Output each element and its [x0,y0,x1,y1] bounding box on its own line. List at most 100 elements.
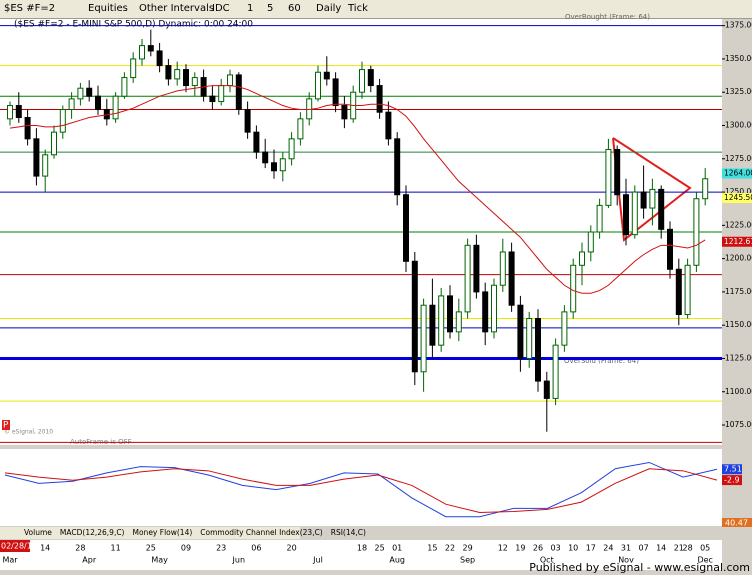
y-tick-label: 1225.00 [725,220,752,229]
x-month-label: Oct [540,556,554,565]
candle-body [499,251,506,286]
x-day-label: 14 [656,544,666,553]
candle-body [561,311,568,346]
x-day-label: 25 [146,544,156,553]
intervals[interactable]: Other Intervals [139,3,215,14]
candle-body [675,268,682,316]
candle-body [693,198,700,266]
y-tick-label: 1350.00 [725,54,752,63]
candle-body [68,98,75,111]
x-day-label: 25 [375,544,385,553]
interval-1[interactable]: 1 [247,3,254,14]
candle-body [253,131,260,153]
price-tag [722,193,752,204]
candle-body [165,65,172,80]
candle-body [15,105,22,119]
macd-axis [722,449,752,526]
x-day-label: 21 [674,544,684,553]
price-tag-label: 1245.50 [724,193,752,202]
candle-body [315,71,321,100]
x-day-label: 07 [639,544,649,553]
candle-body [33,138,40,177]
chart-title: ($ES #F=2 - E-MINI S&P 500,D) Dynamic: 0… [14,20,253,30]
candle-body [455,311,462,333]
candle-body [156,50,163,67]
indicator-tab[interactable]: Commodity Channel Index(23,C) [200,528,323,537]
price-tag-label: 1212.67 [724,237,752,246]
candle-body [271,162,277,172]
candle-body [517,304,524,359]
x-month-label: May [151,556,168,565]
candle-body [570,264,577,313]
indicator-tab[interactable]: MACD(12,26,9,C) [60,528,125,537]
x-day-label: 14 [40,544,50,553]
candle-body [587,231,594,253]
x-month-label: Aug [389,556,405,565]
x-day-label: 11 [111,544,121,553]
interval-daily[interactable]: Daily [316,3,342,14]
y-tick-label: 1325.00 [725,87,752,96]
x-day-label: 26 [533,544,543,553]
x-day-label: 01 [392,544,402,553]
candle-body [385,111,392,140]
symbol[interactable]: $ES #F=2 [4,3,56,14]
candle-body [640,191,647,209]
macd-tag [722,464,742,475]
candle-body [42,154,49,177]
y-tick-label: 1250.00 [725,187,752,196]
toolbar: $ES #F=2 Equities Other Intervals IDC 1 … [0,0,752,19]
macd-line [4,461,718,518]
indicator-tab[interactable]: Money Flow(14) [133,528,193,537]
candle-body [24,117,31,140]
indicator-tab[interactable]: Volume [24,528,52,537]
candle-body [86,87,93,97]
candle-body [667,228,673,270]
candle-body [244,109,251,133]
y-tick-label: 1100.00 [725,387,752,396]
candle-body [631,191,638,236]
candle-body [438,295,445,346]
candle-body [209,95,216,103]
candle-body [288,138,295,160]
x-day-label: 12 [498,544,508,553]
price-tag-label: 1264.00 [724,168,752,177]
interval-tick[interactable]: Tick [348,3,368,14]
signal-line [4,468,718,514]
x-day-label: 28 [683,544,693,553]
candle-body [376,85,383,113]
y-tick-label: 1150.00 [725,320,752,329]
candle-body [218,85,225,103]
candle-body [51,131,57,156]
indicator-tab[interactable]: RSI(14,C) [331,528,366,537]
x-month-label: Mar [2,556,18,565]
price-axis [722,19,752,445]
x-day-label: 19 [515,544,525,553]
x-day-label: 18 [357,544,367,553]
signal-tag [722,475,742,486]
equities[interactable]: Equities [88,3,128,14]
interval-5[interactable]: 5 [267,3,274,14]
x-month-label: Nov [618,556,634,565]
candle-body [579,251,585,266]
y-tick-label: 1375.00 [725,21,752,30]
candle-body [297,118,304,140]
candle-body [543,380,550,399]
candle-body [174,69,181,80]
candle-body [7,105,13,120]
candle-body [183,69,189,87]
candle-body [403,194,409,262]
candle-body [605,148,612,206]
candle-body [139,45,145,60]
x-day-label: 20 [287,544,297,553]
source[interactable]: IDC [212,3,230,14]
price-tag [722,168,752,179]
candle-body [191,77,198,87]
interval-60[interactable]: 60 [288,3,301,14]
extra-tag-label: 40.47 [725,519,748,528]
x-day-label: 17 [586,544,596,553]
price-tag [722,236,752,247]
x-day-label: 22 [445,544,455,553]
candle-body [147,45,154,52]
macd-pane [0,449,722,526]
